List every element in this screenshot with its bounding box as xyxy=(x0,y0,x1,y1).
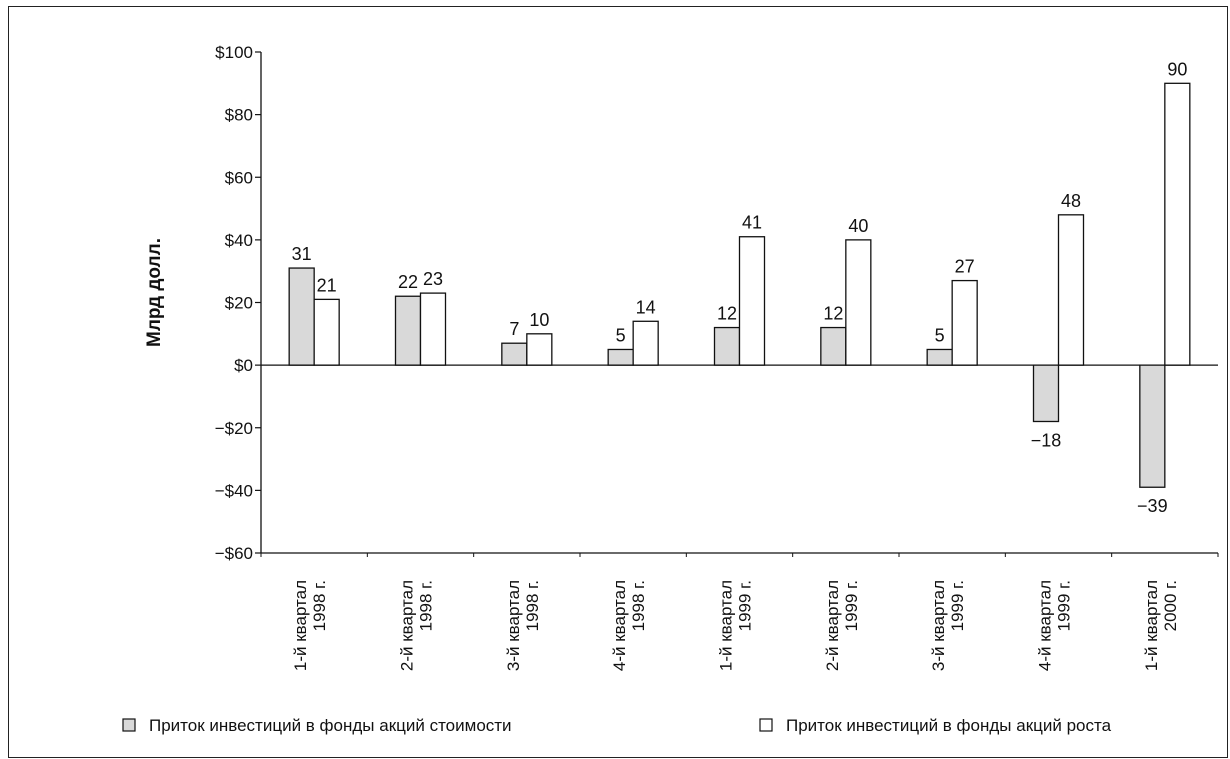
y-tick-label: −$20 xyxy=(215,419,253,438)
data-label: −39 xyxy=(1137,496,1168,516)
data-label: −18 xyxy=(1031,430,1062,450)
category-label: 2-й квартал 1998 г. xyxy=(398,580,436,671)
chart-frame: Млрд долл. −$60 −$40 −$20 $0 $20 $40 $60 $80 $10… xyxy=(8,6,1230,759)
bar-value-4 xyxy=(607,348,634,366)
category-label-line: 1998 г. xyxy=(523,580,542,631)
data-label: 21 xyxy=(317,275,337,295)
category-label: 4-й квартал 1998 г. xyxy=(610,580,648,671)
bar-value-7 xyxy=(926,348,953,366)
y-tick-label: $20 xyxy=(225,294,253,313)
data-label: 22 xyxy=(398,272,418,292)
bar-value-2 xyxy=(394,295,422,366)
bar-growth-1 xyxy=(313,298,340,366)
category-label: 1-й квартал 2000 г. xyxy=(1142,580,1180,671)
data-label: 12 xyxy=(823,304,843,324)
bar-value-6 xyxy=(820,326,847,366)
bar-value-3 xyxy=(501,342,528,366)
data-label: 40 xyxy=(848,216,868,236)
bar-growth-9 xyxy=(1164,82,1191,366)
category-label-line: 1998 г. xyxy=(310,580,329,631)
chart-border xyxy=(8,6,1228,758)
legend-label-value: Приток инвестиций в фонды акций стоимост… xyxy=(149,716,512,735)
data-label: 23 xyxy=(423,269,443,289)
category-label: 4-й квартал 1999 г. xyxy=(1036,580,1074,671)
y-tick-label: $80 xyxy=(225,106,253,125)
category-label-line: 3-й квартал xyxy=(504,580,523,671)
y-axis-label: Млрд долл. xyxy=(144,238,165,347)
data-label: 41 xyxy=(742,213,762,233)
data-label: 5 xyxy=(935,325,945,345)
data-label: 48 xyxy=(1061,191,1081,211)
category-label-line: 1998 г. xyxy=(417,580,436,631)
bar-value-9 xyxy=(1139,364,1166,488)
bar-value-8 xyxy=(1032,364,1060,423)
bar-value-1 xyxy=(288,267,315,366)
legend-swatch-growth xyxy=(759,718,773,732)
data-label: 90 xyxy=(1167,59,1187,79)
bar-value-5 xyxy=(713,326,741,366)
bar-growth-7 xyxy=(951,279,978,366)
data-label: 27 xyxy=(955,257,975,277)
y-tick-label: $0 xyxy=(234,356,253,375)
category-label: 1-й квартал 1998 г. xyxy=(291,580,329,671)
data-label: 31 xyxy=(292,244,312,264)
bar-growth-6 xyxy=(845,239,872,366)
bar-growth-8 xyxy=(1057,214,1085,366)
bar-growth-3 xyxy=(526,333,553,366)
data-label: 14 xyxy=(636,297,656,317)
bar-growth-2 xyxy=(419,292,447,366)
bar-chart: Млрд долл. −$60 −$40 −$20 $0 $20 $40 $60 $80 $10… xyxy=(8,6,1228,758)
bar-growth-5 xyxy=(738,236,766,366)
category-label-line: 2-й квартал xyxy=(398,580,417,671)
category-label: 2-й квартал 1999 г. xyxy=(823,580,861,671)
legend-label-growth: Приток инвестиций в фонды акций роста xyxy=(786,716,1112,735)
category-label-line: 1-й квартал xyxy=(717,580,736,671)
category-label-line: 1999 г. xyxy=(948,580,967,631)
y-tick-label: −$40 xyxy=(215,481,253,500)
data-label: 7 xyxy=(509,319,519,339)
category-label: 1-й квартал 1999 г. xyxy=(717,580,755,671)
category-label-line: 3-й квартал xyxy=(929,580,948,671)
y-tick-label: −$60 xyxy=(215,544,253,563)
category-label-line: 2000 г. xyxy=(1161,580,1180,631)
y-tick-label: $40 xyxy=(225,231,253,250)
category-label-line: 1998 г. xyxy=(629,580,648,631)
category-label: 3-й квартал 1999 г. xyxy=(929,580,967,671)
category-label-line: 4-й квартал xyxy=(1036,580,1055,671)
category-label: 3-й квартал 1998 г. xyxy=(504,580,542,671)
category-label-line: 2-й квартал xyxy=(823,580,842,671)
data-label: 10 xyxy=(529,310,549,330)
category-label-line: 1-й квартал xyxy=(1142,580,1161,671)
category-label-line: 1999 г. xyxy=(1055,580,1074,631)
data-label: 5 xyxy=(616,325,626,345)
data-label: 12 xyxy=(717,304,737,324)
y-tick-label: $60 xyxy=(225,168,253,187)
bar-growth-4 xyxy=(632,320,659,366)
category-label-line: 4-й квартал xyxy=(610,580,629,671)
y-tick-label: $100 xyxy=(215,43,253,62)
category-label-line: 1999 г. xyxy=(842,580,861,631)
legend-swatch-value xyxy=(122,718,136,732)
category-label-line: 1-й квартал xyxy=(291,580,310,671)
category-label-line: 1999 г. xyxy=(736,580,755,631)
